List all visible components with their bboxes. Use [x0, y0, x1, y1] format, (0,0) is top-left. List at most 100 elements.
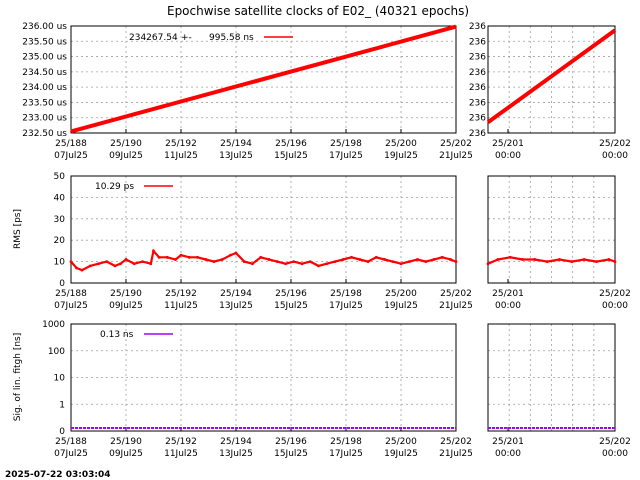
- x-tick-label: 00:00: [495, 301, 521, 311]
- data-point: [259, 255, 263, 259]
- y-tick-label: 234.50 us: [22, 68, 67, 78]
- data-point: [533, 258, 537, 261]
- data-point: [132, 262, 136, 266]
- data-point: [595, 260, 598, 263]
- y-tick-label: 236: [469, 68, 486, 78]
- y-tick-label: 0: [59, 279, 65, 289]
- data-point: [69, 260, 73, 263]
- x-tick-label: 15Jul25: [274, 301, 308, 311]
- legend-value: 234267.54: [129, 33, 178, 43]
- data-point: [119, 262, 122, 266]
- data-point: [234, 251, 238, 255]
- x-tick-label: 25/196: [275, 437, 307, 447]
- x-tick-label: 25/201: [492, 289, 524, 299]
- data-point: [242, 260, 246, 263]
- data-point: [196, 255, 199, 259]
- data-point: [179, 253, 183, 257]
- x-tick-label: 17Jul25: [329, 449, 363, 459]
- y-axis-label: RMS [ps]: [13, 209, 23, 249]
- data-point: [204, 258, 208, 261]
- data-point: [124, 258, 128, 261]
- x-tick-label: 09Jul25: [109, 151, 143, 161]
- x-tick-label: 25/188: [55, 437, 87, 447]
- x-tick-label: 07Jul25: [54, 151, 88, 161]
- data-point: [88, 264, 92, 268]
- x-tick-label: 00:00: [602, 449, 628, 459]
- data-point: [284, 262, 287, 266]
- plot-frame: [487, 25, 616, 134]
- x-tick-label: 25/202: [440, 139, 472, 149]
- data-point: [374, 255, 378, 259]
- x-tick-label: 25/190: [110, 139, 142, 149]
- data-point: [105, 260, 109, 263]
- y-tick-label: 20: [54, 236, 66, 246]
- data-point: [292, 260, 296, 263]
- x-tick-label: 25/194: [220, 289, 252, 299]
- data-point: [174, 258, 177, 261]
- y-tick-label: 235.50 us: [22, 37, 67, 47]
- y-tick-label: 1000: [42, 320, 65, 330]
- data-point: [391, 260, 395, 263]
- data-point: [80, 268, 84, 272]
- data-point: [399, 262, 403, 266]
- x-tick-label: 21Jul25: [439, 151, 473, 161]
- data-point: [267, 258, 271, 261]
- y-tick-label: 100: [48, 347, 65, 357]
- x-tick-label: 11Jul25: [164, 301, 198, 311]
- data-point: [97, 262, 100, 266]
- y-tick-label: 1: [59, 400, 65, 410]
- x-tick-label: 19Jul25: [384, 449, 418, 459]
- y-tick-label: 10: [54, 374, 66, 384]
- x-tick-label: 00:00: [495, 449, 521, 459]
- data-point: [333, 260, 337, 263]
- x-tick-label: 11Jul25: [164, 151, 198, 161]
- data-point: [229, 253, 232, 257]
- x-tick-label: 17Jul25: [329, 301, 363, 311]
- data-point: [350, 255, 353, 259]
- y-tick-label: 40: [54, 193, 66, 203]
- plot-frame: [70, 323, 457, 432]
- y-tick-label: 232.50 us: [22, 129, 67, 139]
- y-tick-label: 236: [469, 114, 486, 124]
- legend-value: 0.13 ns: [100, 330, 134, 340]
- x-tick-label: 21Jul25: [439, 301, 473, 311]
- x-tick-label: 25/198: [330, 437, 362, 447]
- data-point: [521, 258, 524, 261]
- data-point: [113, 264, 117, 268]
- x-tick-label: 25/201: [492, 139, 524, 149]
- series-line-rms-zoom: [487, 256, 616, 265]
- y-tick-label: 236: [469, 129, 486, 139]
- legend-sep: +-: [181, 33, 192, 43]
- x-tick-label: 25/198: [330, 139, 362, 149]
- x-tick-label: 25/202: [440, 289, 472, 299]
- x-tick-label: 15Jul25: [274, 151, 308, 161]
- series-line-rms: [70, 248, 457, 272]
- y-tick-label: 10: [54, 258, 66, 268]
- x-tick-label: 25/190: [110, 289, 142, 299]
- x-tick-label: 25/190: [110, 437, 142, 447]
- data-point: [496, 258, 500, 261]
- y-tick-label: 236: [469, 22, 486, 32]
- x-tick-label: 13Jul25: [219, 301, 253, 311]
- x-tick-label: 07Jul25: [54, 301, 88, 311]
- y-tick-label: 30: [54, 215, 66, 225]
- data-point: [416, 258, 419, 261]
- x-tick-label: 25/202: [599, 289, 631, 299]
- data-point: [449, 258, 452, 261]
- x-tick-label: 00:00: [602, 301, 628, 311]
- x-tick-label: 17Jul25: [329, 151, 363, 161]
- plot-frame: [487, 175, 616, 284]
- data-point: [432, 258, 436, 261]
- x-tick-label: 00:00: [602, 151, 628, 161]
- data-point: [407, 260, 411, 263]
- y-tick-label: 236: [469, 98, 486, 108]
- y-tick-label: 233.00 us: [22, 114, 67, 124]
- x-tick-label: 13Jul25: [219, 449, 253, 459]
- x-tick-label: 25/200: [385, 139, 417, 149]
- x-tick-label: 19Jul25: [384, 151, 418, 161]
- data-point: [149, 262, 153, 266]
- x-tick-label: 25/200: [385, 289, 417, 299]
- data-point: [570, 260, 574, 263]
